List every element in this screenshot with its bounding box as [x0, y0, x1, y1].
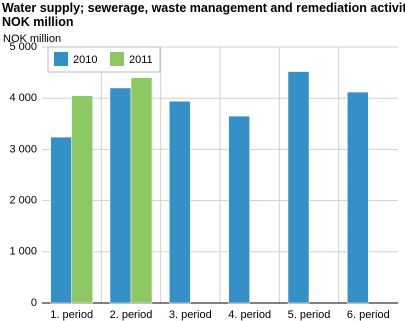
- bar: [71, 95, 93, 304]
- y-tick-label: 2 000: [9, 195, 37, 207]
- x-tick-label: 4. period: [228, 309, 271, 321]
- bar: [287, 71, 310, 304]
- legend-box: [47, 46, 161, 73]
- y-tick-label: 0: [31, 297, 37, 309]
- legend-label: 2010: [73, 54, 97, 66]
- bar: [169, 101, 191, 304]
- bar: [228, 115, 250, 304]
- bar: [109, 87, 132, 304]
- x-tick-label: 1. period: [50, 309, 93, 321]
- chart-title: Water supply; sewerage, waste management…: [2, 1, 405, 15]
- y-tick-label: 4 000: [9, 92, 37, 104]
- bar: [347, 91, 369, 304]
- y-tick-label: 1 000: [9, 246, 37, 258]
- legend-swatch: [54, 52, 68, 66]
- legend-label: 2011: [129, 54, 153, 66]
- legend-swatch: [110, 52, 124, 66]
- y-axis-label: NOK million: [3, 33, 61, 45]
- y-tick-label: 3 000: [9, 143, 37, 155]
- bar: [130, 77, 153, 304]
- x-tick-label: 6. period: [347, 309, 390, 321]
- x-tick-label: 2. period: [110, 309, 153, 321]
- bar: [50, 136, 72, 304]
- x-tick-label: 3. period: [169, 309, 212, 321]
- x-tick-label: 5. period: [288, 309, 331, 321]
- y-tick-label: 5 000: [9, 41, 37, 53]
- chart-subtitle: NOK million: [2, 15, 74, 29]
